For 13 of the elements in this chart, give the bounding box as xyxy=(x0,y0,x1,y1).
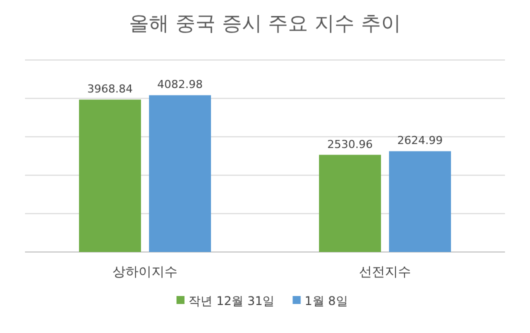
x-tick-label: 상하이지수 xyxy=(112,265,178,280)
bar xyxy=(149,95,211,252)
data-label: 2530.96 xyxy=(327,138,373,151)
legend-label: 작년 12월 31일 xyxy=(188,294,275,308)
legend-label: 1월 8일 xyxy=(304,294,348,308)
data-label: 4082.98 xyxy=(157,78,203,92)
data-label: 2624.99 xyxy=(397,134,443,148)
x-tick-label: 선전지수 xyxy=(359,265,411,280)
bar xyxy=(319,154,381,252)
bar xyxy=(79,100,141,252)
bar xyxy=(389,151,451,252)
chart-title: 올해 중국 증시 주요 지수 추이 xyxy=(129,11,401,35)
data-label: 3968.84 xyxy=(87,82,133,96)
